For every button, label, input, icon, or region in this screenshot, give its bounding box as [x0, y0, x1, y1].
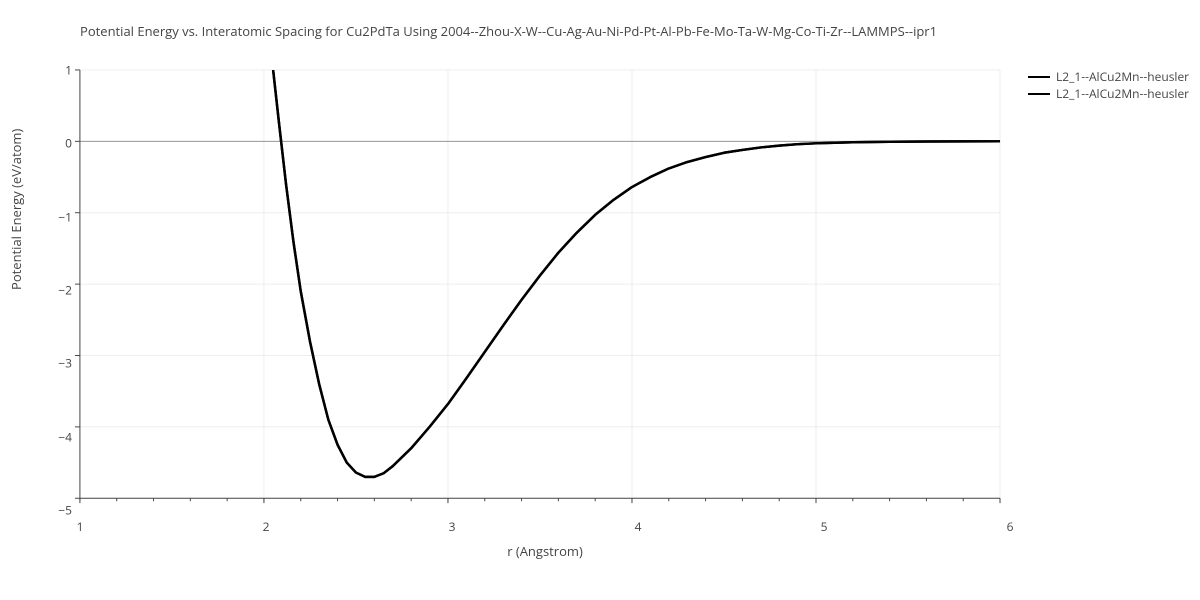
chart-container: Potential Energy vs. Interatomic Spacing… — [0, 0, 1200, 600]
chart-title: Potential Energy vs. Interatomic Spacing… — [80, 22, 1200, 40]
x-axis-label: r (Angstrom) — [80, 542, 1010, 560]
legend-item[interactable]: L2_1--AlCu2Mn--heusler — [1028, 85, 1189, 102]
x-tick-label: 4 — [635, 510, 642, 535]
y-axis-label: Potential Energy (eV/atom) — [7, 129, 25, 290]
legend-label: L2_1--AlCu2Mn--heusler — [1056, 68, 1189, 85]
legend-swatch-icon — [1028, 93, 1050, 95]
legend-label: L2_1--AlCu2Mn--heusler — [1056, 85, 1189, 102]
legend: L2_1--AlCu2Mn--heuslerL2_1--AlCu2Mn--heu… — [1028, 68, 1189, 102]
x-tick-label: 6 — [1007, 510, 1014, 535]
x-tick-label: 5 — [821, 510, 828, 535]
legend-swatch-icon — [1028, 76, 1050, 78]
legend-item[interactable]: L2_1--AlCu2Mn--heusler — [1028, 68, 1189, 85]
x-tick-label: 3 — [449, 510, 456, 535]
plot-svg — [72, 68, 1002, 508]
plot-area[interactable]: −5−4−3−2−101 123456 — [80, 70, 1010, 510]
x-tick-label: 1 — [77, 510, 84, 535]
x-tick-label: 2 — [263, 510, 270, 535]
